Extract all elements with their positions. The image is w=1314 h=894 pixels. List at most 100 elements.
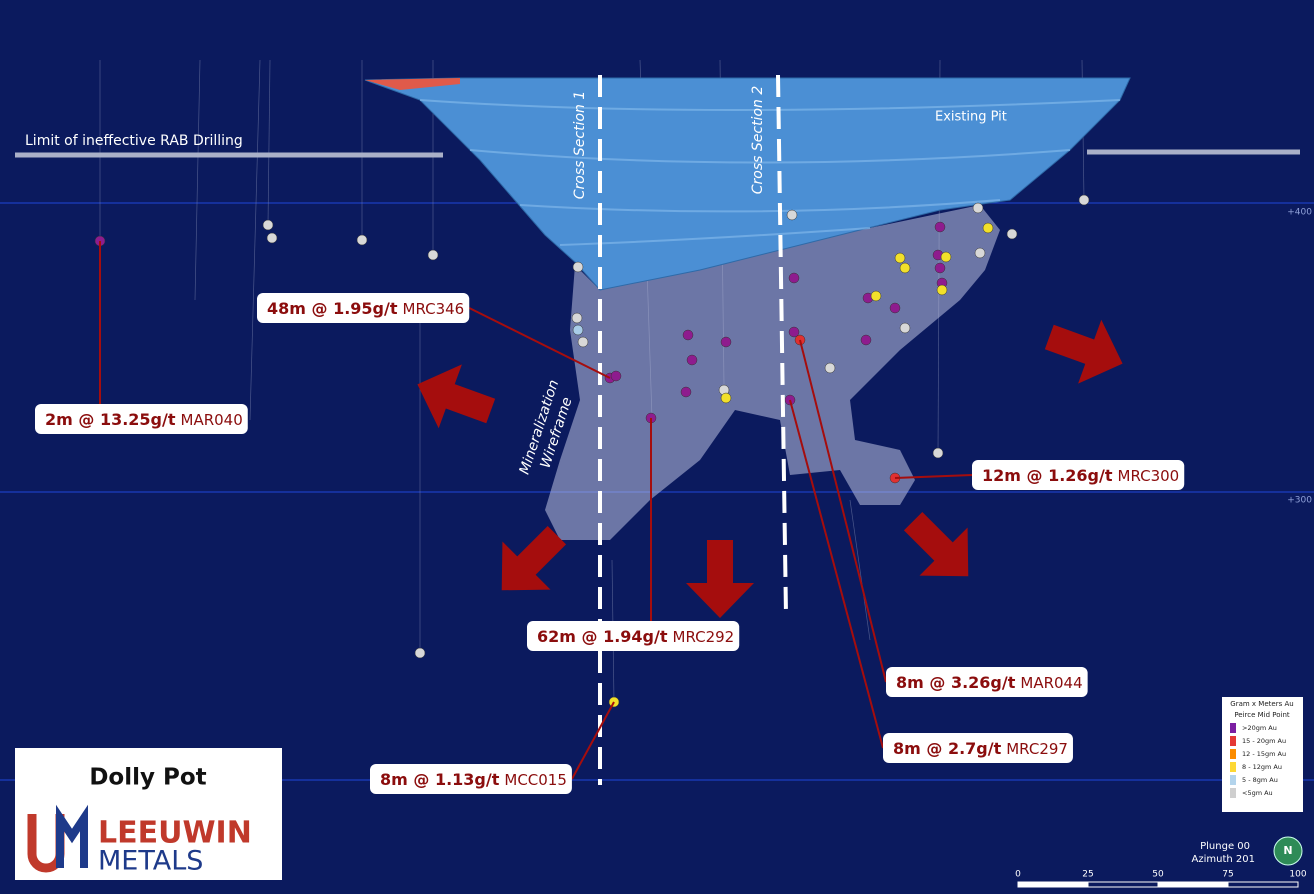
drill-trace [249, 59, 261, 421]
legend-swatch [1230, 762, 1236, 772]
scale-bar: 0 25 50 75 100 [1015, 870, 1307, 888]
legend-label: 12 - 15gm Au [1242, 750, 1286, 758]
legend: Gram x Meters Au Peirce Mid Point >20gm … [1222, 697, 1303, 812]
drill-trace [267, 59, 271, 226]
sphere [870, 290, 882, 302]
legend-swatch [1230, 788, 1236, 798]
callout-text: 8m @ 1.13g/t MCC015 [380, 770, 567, 789]
sphere [889, 302, 901, 314]
compass-north: N [1283, 844, 1292, 857]
scale-segment [1227, 881, 1299, 888]
sphere [572, 324, 584, 336]
intercept-grade: 48m @ 1.95g/t [267, 299, 398, 318]
sphere [1006, 228, 1018, 240]
sphere [610, 370, 622, 382]
callout: 8m @ 2.7g/t MRC297 [789, 399, 1073, 763]
scale-label: 0 [1015, 870, 1021, 880]
hole-id: MCC015 [504, 771, 567, 789]
sphere [571, 312, 583, 324]
callout-box [370, 764, 572, 794]
sphere [940, 251, 952, 263]
callout-box [527, 621, 740, 651]
logo-mark [56, 804, 88, 868]
sphere [899, 322, 911, 334]
callout-text: 62m @ 1.94g/t MRC292 [537, 627, 734, 646]
plunge-label: Plunge 00 [1200, 841, 1250, 852]
legend-label: 5 - 8gm Au [1242, 776, 1278, 784]
arrow [903, 511, 969, 577]
sphere [894, 252, 906, 264]
sphere [982, 222, 994, 234]
sphere [720, 336, 732, 348]
sphere [262, 219, 274, 231]
arrow [1044, 319, 1123, 384]
cross-section-line [776, 74, 788, 616]
sphere [686, 354, 698, 366]
callout: 62m @ 1.94g/t MRC292 [527, 418, 740, 651]
hole-id: MRC292 [673, 628, 735, 646]
legend-label: <5gm Au [1242, 789, 1273, 797]
legend-swatch [1230, 749, 1236, 759]
spheres [94, 194, 1090, 708]
callout-text: 2m @ 13.25g/t MAR040 [45, 410, 243, 429]
callout-box [35, 404, 248, 434]
callout-text: 8m @ 3.26g/t MAR044 [896, 673, 1083, 692]
project-name: Dolly Pot [89, 765, 206, 791]
arrow [417, 364, 496, 429]
scale-label: 100 [1289, 870, 1306, 880]
cross-section-label: Cross Section 1 [572, 91, 588, 200]
sphere [572, 261, 584, 273]
legend-swatch [1230, 775, 1236, 785]
scale-label: 50 [1152, 870, 1164, 880]
sphere [860, 334, 872, 346]
arrows [417, 319, 1123, 618]
cross-section-label: Cross Section 2 [750, 86, 766, 195]
leader-line [468, 307, 611, 379]
sphere [1078, 194, 1090, 206]
intercept-grade: 2m @ 13.25g/t [45, 410, 176, 429]
callout-box [257, 293, 470, 323]
intercept-grade: 12m @ 1.26g/t [982, 466, 1113, 485]
callout: 8m @ 3.26g/t MAR044 [799, 339, 1088, 697]
hole-id: MRC346 [403, 300, 465, 318]
legend-subtitle: Peirce Mid Point [1234, 711, 1290, 719]
elevation-label: +400 [1287, 208, 1312, 218]
sphere [936, 284, 948, 296]
company-name: LEEUWIN [98, 816, 252, 851]
legend-label: 8 - 12gm Au [1242, 763, 1282, 771]
callout: 48m @ 1.95g/t MRC346 [257, 293, 611, 379]
sphere [788, 326, 800, 338]
sphere [720, 392, 732, 404]
arrow [686, 540, 754, 618]
company-suffix: METALS [98, 846, 203, 877]
legend-label: 15 - 20gm Au [1242, 737, 1286, 745]
hole-id: MRC300 [1118, 467, 1180, 485]
scale-label: 25 [1082, 870, 1093, 880]
callout-text: 12m @ 1.26g/t MRC300 [982, 466, 1179, 485]
scale-segment [1157, 881, 1229, 888]
compass [1273, 836, 1303, 866]
leader-line [799, 339, 887, 683]
callout-text: 8m @ 2.7g/t MRC297 [893, 739, 1068, 758]
legend-title: Gram x Meters Au [1230, 700, 1293, 708]
legend-swatch [1230, 723, 1236, 733]
leader-line [894, 474, 973, 479]
sphere [974, 247, 986, 259]
sphere [932, 447, 944, 459]
mineralization-wireframe [545, 205, 1000, 540]
callout: 2m @ 13.25g/t MAR040 [35, 241, 248, 434]
callouts: 48m @ 1.95g/t MRC346 2m @ 13.25g/t MAR040 12… [35, 241, 1185, 794]
legend-swatch [1230, 736, 1236, 746]
sphere [934, 262, 946, 274]
pit-benches [419, 99, 1121, 246]
sphere [682, 329, 694, 341]
leader-line [571, 701, 615, 780]
legend-label: >20gm Au [1242, 724, 1277, 732]
sphere [972, 202, 984, 214]
scale-segment [1017, 881, 1089, 888]
elevation-label: +300 [1287, 496, 1312, 506]
intercept-grade: 8m @ 1.13g/t [380, 770, 500, 789]
pit-edge [365, 78, 460, 90]
sphere [824, 362, 836, 374]
